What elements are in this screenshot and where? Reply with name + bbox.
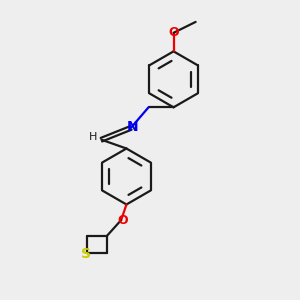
Text: S: S <box>82 247 92 261</box>
Text: O: O <box>169 26 179 39</box>
Text: N: N <box>127 120 138 134</box>
Text: O: O <box>117 214 128 226</box>
Text: H: H <box>88 132 97 142</box>
